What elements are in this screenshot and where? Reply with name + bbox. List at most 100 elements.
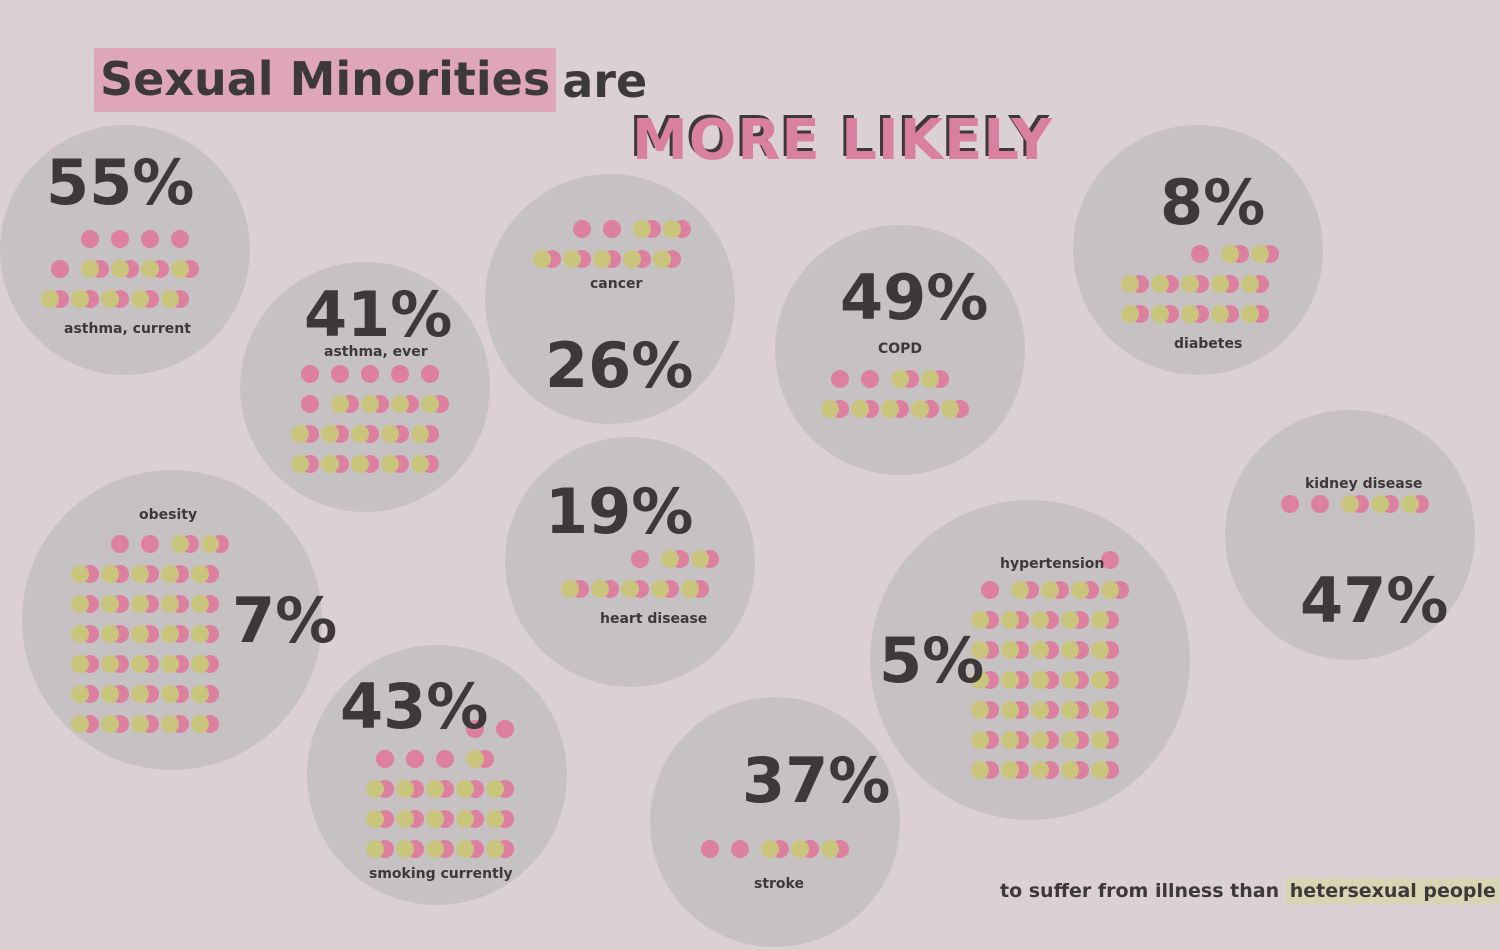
percent-heart-disease: 19% <box>545 475 694 548</box>
dot <box>141 535 159 553</box>
dot <box>391 365 409 383</box>
dot <box>971 641 989 659</box>
dot <box>881 400 899 418</box>
dot <box>161 685 179 703</box>
dot <box>573 220 591 238</box>
label-obesity: obesity <box>139 507 198 523</box>
dot <box>301 395 319 413</box>
dot <box>1091 641 1109 659</box>
dot <box>981 581 999 599</box>
footer: to suffer from illness than hetersexual … <box>1000 878 1500 904</box>
dot <box>831 370 849 388</box>
dot <box>171 230 189 248</box>
dot <box>376 750 394 768</box>
percent-cancer: 26% <box>545 329 694 402</box>
label-kidney-disease: kidney disease <box>1305 476 1423 492</box>
circle-cancer <box>485 174 735 424</box>
dot <box>1061 701 1079 719</box>
dot <box>101 715 119 733</box>
dot <box>421 395 439 413</box>
dot <box>1211 275 1229 293</box>
title-emphasis: MORE LIKELY <box>632 108 1053 173</box>
dot <box>1091 701 1109 719</box>
dot <box>171 260 189 278</box>
label-cancer: cancer <box>590 276 643 292</box>
dot <box>591 580 609 598</box>
dot <box>331 365 349 383</box>
dot <box>396 840 414 858</box>
dot <box>1211 305 1229 323</box>
dot <box>1031 611 1049 629</box>
dot <box>1001 701 1019 719</box>
dot <box>631 550 649 568</box>
dot <box>161 715 179 733</box>
label-asthma-ever: asthma, ever <box>324 344 428 360</box>
dot <box>456 840 474 858</box>
dot <box>396 810 414 828</box>
dot <box>661 550 679 568</box>
dot <box>821 840 839 858</box>
label-copd: COPD <box>878 341 923 357</box>
dot <box>111 535 129 553</box>
dot <box>71 595 89 613</box>
label-asthma-current: asthma, current <box>64 321 191 337</box>
dot <box>623 250 641 268</box>
dot <box>291 455 309 473</box>
dot <box>131 715 149 733</box>
dot <box>1121 275 1139 293</box>
dot <box>1241 305 1259 323</box>
dot <box>426 780 444 798</box>
title: Sexual Minorities are <box>94 48 647 112</box>
dot <box>633 220 651 238</box>
dot <box>191 565 209 583</box>
dot <box>1181 275 1199 293</box>
percent-asthma-ever: 41% <box>304 278 453 351</box>
dot <box>361 365 379 383</box>
dot <box>1181 305 1199 323</box>
label-hypertension: hypertension <box>1000 556 1105 572</box>
dot <box>971 701 989 719</box>
dot <box>191 685 209 703</box>
dot <box>533 250 551 268</box>
circle-smoking <box>307 645 567 905</box>
dot <box>851 400 869 418</box>
dot <box>761 840 779 858</box>
dot <box>466 720 484 738</box>
dot <box>486 840 504 858</box>
dot <box>81 260 99 278</box>
dot <box>486 810 504 828</box>
percent-copd: 49% <box>840 261 989 334</box>
dot <box>331 395 349 413</box>
dot <box>921 370 939 388</box>
dot <box>1011 581 1029 599</box>
dot <box>1041 581 1059 599</box>
dot <box>1031 731 1049 749</box>
dot <box>321 425 339 443</box>
dot <box>1061 761 1079 779</box>
dot <box>1001 731 1019 749</box>
dot <box>381 455 399 473</box>
title-rest: are <box>562 54 648 108</box>
dot <box>351 425 369 443</box>
dot <box>71 685 89 703</box>
dot <box>291 425 309 443</box>
footer-highlight: hetersexual people <box>1285 878 1500 904</box>
label-heart-disease: heart disease <box>600 611 708 627</box>
circle-asthma-current <box>0 125 250 375</box>
dot <box>436 750 454 768</box>
circle-copd <box>775 225 1025 475</box>
dot <box>1001 671 1019 689</box>
dot <box>1191 245 1209 263</box>
label-diabetes: diabetes <box>1174 336 1243 352</box>
dot <box>1151 275 1169 293</box>
dot <box>1061 641 1079 659</box>
dot <box>1031 701 1049 719</box>
dot <box>1371 495 1389 513</box>
dot <box>161 595 179 613</box>
dot <box>1071 581 1089 599</box>
dot <box>131 625 149 643</box>
dot <box>561 580 579 598</box>
dot <box>1001 641 1019 659</box>
dot <box>131 290 149 308</box>
